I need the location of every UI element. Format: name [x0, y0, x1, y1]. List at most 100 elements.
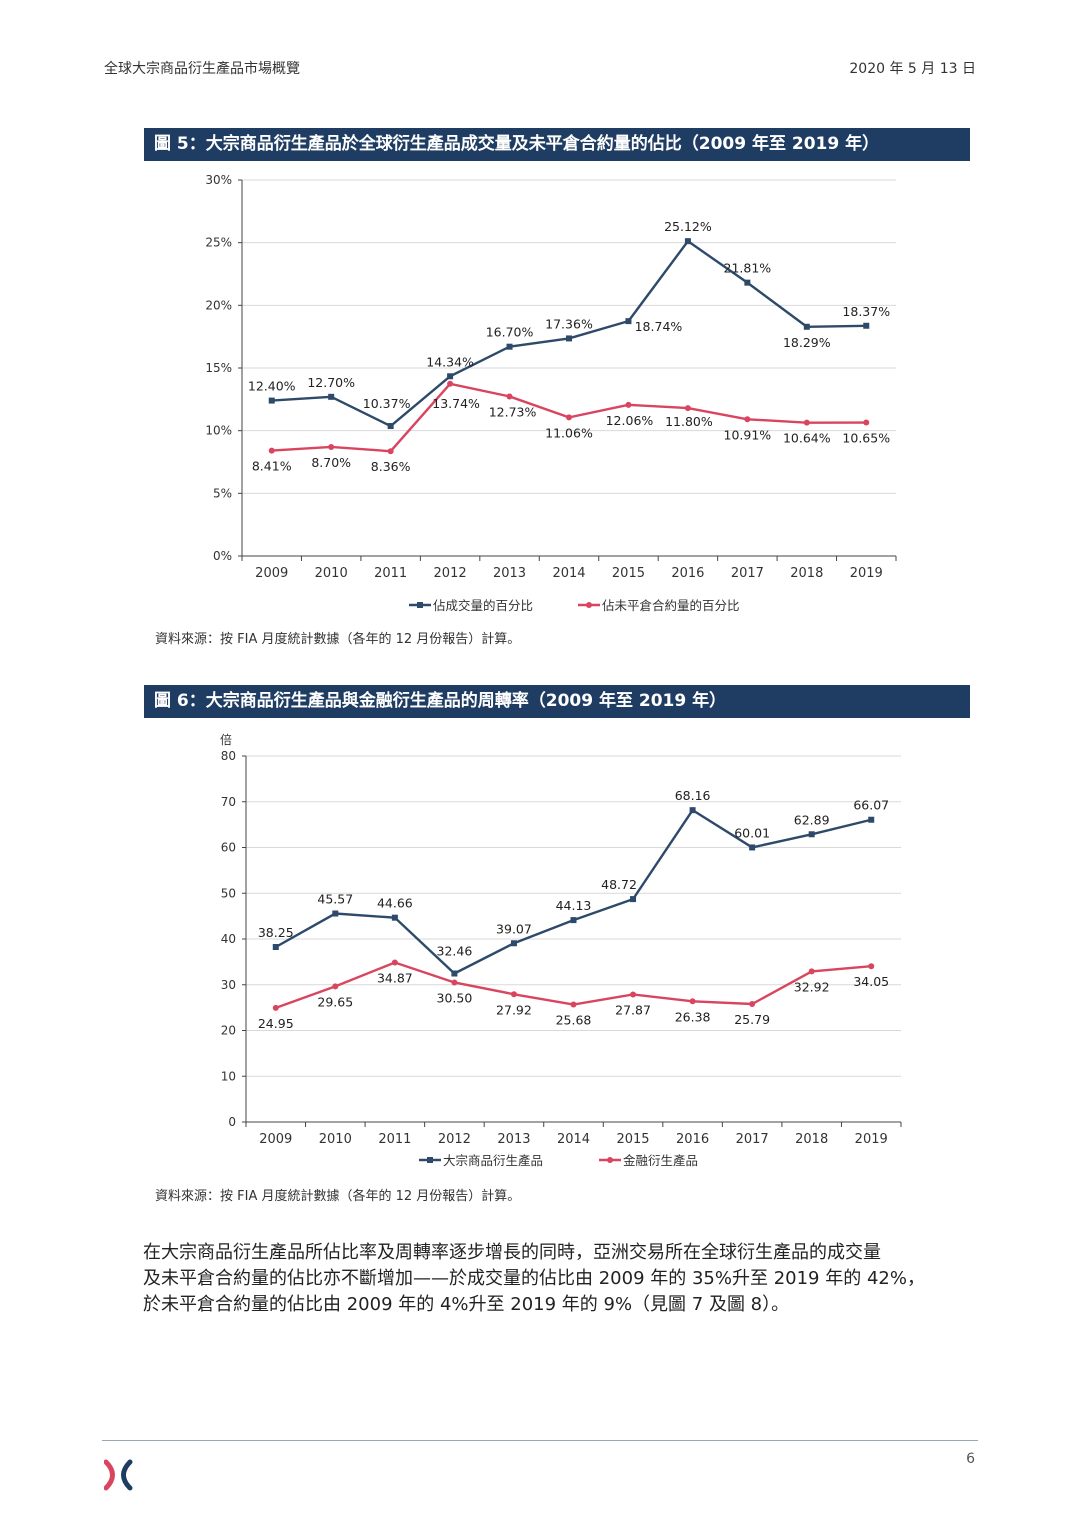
data-point — [808, 968, 815, 975]
data-point — [630, 896, 637, 903]
x-tick-label: 2012 — [434, 566, 467, 581]
figure-5-chart: 0% 5% 10% 15% 20% 25% 30% 2009 2010 2011 2012 2013 2… — [144, 170, 970, 620]
data-point — [803, 419, 810, 426]
legend-marker — [417, 602, 423, 608]
data-point — [808, 831, 815, 838]
data-label: 60.01 — [734, 825, 770, 840]
data-label: 45.57 — [317, 892, 353, 907]
series-line-1 — [271, 239, 867, 428]
x-tick-label: 2011 — [378, 1132, 411, 1147]
data-label: 8.41% — [252, 459, 292, 474]
data-label: 8.70% — [311, 455, 351, 470]
data-label: 10.64% — [783, 431, 831, 446]
y-tick-label: 15% — [205, 361, 232, 375]
y-tick-label: 20 — [221, 1024, 236, 1038]
data-point — [506, 343, 513, 350]
x-tick-label: 2011 — [374, 566, 407, 581]
data-point — [689, 807, 696, 814]
x-tick-label: 2017 — [736, 1132, 769, 1147]
data-label: 29.65 — [317, 994, 353, 1009]
data-label: 14.34% — [426, 354, 474, 369]
data-point — [863, 322, 870, 329]
data-label: 8.36% — [371, 459, 411, 474]
data-label: 21.81% — [724, 261, 772, 276]
document-header-title: 全球大宗商品衍生產品市場概覽 — [104, 61, 300, 77]
data-label: 25.12% — [664, 219, 712, 234]
y-tick-label: 0 — [228, 1115, 236, 1129]
data-point — [803, 323, 810, 330]
y-tick-label: 30 — [221, 978, 236, 992]
data-point — [625, 318, 632, 325]
data-label: 11.80% — [665, 414, 713, 429]
data-point — [570, 1001, 577, 1008]
x-tick-label: 2012 — [438, 1132, 471, 1147]
y-tick-label: 50 — [221, 886, 236, 900]
x-tick-label: 2018 — [790, 566, 823, 581]
data-label: 39.07 — [496, 921, 532, 936]
figure-6-svg: 倍 0 10 20 30 40 50 60 70 80 2009 2010 2011 2012 2013 20… — [220, 732, 902, 1168]
data-label: 68.16 — [675, 788, 711, 803]
data-point — [510, 991, 517, 998]
data-point — [268, 447, 275, 454]
x-tick-label: 2009 — [259, 1132, 292, 1147]
data-label: 25.68 — [556, 1013, 592, 1028]
legend-marker — [607, 1157, 613, 1163]
y-tick-label: 5% — [213, 486, 232, 500]
y-tick-label: 10 — [221, 1069, 236, 1083]
x-tick-label: 2016 — [676, 1132, 709, 1147]
y-tick-label: 40 — [221, 932, 236, 946]
data-point — [328, 443, 335, 450]
x-tick-label: 2017 — [731, 566, 764, 581]
data-label: 44.66 — [377, 896, 413, 911]
data-label: 32.92 — [794, 979, 830, 994]
data-label: 12.73% — [489, 404, 537, 419]
data-point — [863, 419, 870, 426]
data-point — [451, 979, 458, 986]
x-tick-label: 2019 — [855, 1132, 888, 1147]
data-label: 25.79 — [734, 1012, 770, 1027]
x-tick-label: 2015 — [612, 566, 645, 581]
legend-marker — [427, 1157, 433, 1163]
y-tick-label: 70 — [221, 795, 236, 809]
data-point — [510, 940, 517, 947]
x-tick-label: 2016 — [671, 566, 704, 581]
y-tick-label: 80 — [221, 749, 236, 763]
x-tick-label: 2013 — [497, 1132, 530, 1147]
figure-5-source: 資料來源：按 FIA 月度統計數據（各年的 12 月份報告）計算。 — [155, 632, 521, 647]
body-line-2: 及未平倉合約量的佔比亦不斷增加——於成交量的佔比由 2009 年的 35%升至 … — [143, 1268, 925, 1289]
x-tick-label: 2010 — [315, 566, 348, 581]
data-label: 62.89 — [794, 812, 830, 827]
data-point — [328, 393, 335, 400]
data-point — [506, 393, 513, 400]
legend-label: 大宗商品衍生產品 — [443, 1153, 543, 1168]
data-label: 24.95 — [258, 1016, 294, 1031]
data-point — [868, 963, 875, 970]
data-point — [749, 844, 756, 851]
data-point — [684, 238, 691, 245]
y-tick-label: 0% — [213, 549, 232, 563]
data-label: 10.37% — [363, 396, 411, 411]
data-label: 66.07 — [853, 798, 889, 813]
data-point — [272, 1004, 279, 1011]
legend-label: 金融衍生產品 — [623, 1153, 698, 1168]
x-tick-label: 2014 — [552, 566, 585, 581]
x-tick-label: 2014 — [557, 1132, 590, 1147]
legend-label: 佔未平倉合約量的百分比 — [602, 598, 740, 613]
data-label: 48.72 — [601, 877, 637, 892]
data-label: 18.37% — [842, 304, 890, 319]
data-point — [689, 998, 696, 1005]
x-tick-label: 2013 — [493, 566, 526, 581]
figure-6-chart: 倍 0 10 20 30 40 50 60 70 80 2009 2010 2011 2012 2013 20… — [144, 726, 970, 1176]
hkex-logo-icon — [104, 1459, 133, 1491]
data-point — [391, 914, 398, 921]
data-label: 18.29% — [783, 335, 831, 350]
data-label: 12.70% — [307, 375, 355, 390]
data-point — [625, 401, 632, 408]
data-point — [868, 816, 875, 823]
y-tick-label: 60 — [221, 841, 236, 855]
y-tick-label: 10% — [205, 424, 232, 438]
data-point — [630, 991, 637, 998]
footer-divider — [102, 1440, 978, 1441]
figure-5-svg: 0% 5% 10% 15% 20% 25% 30% 2009 2010 2011 2012 2013 2… — [205, 173, 897, 613]
data-label: 34.05 — [853, 974, 889, 989]
